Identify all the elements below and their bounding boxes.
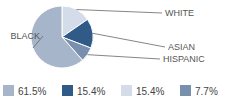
legend: 61.5% 15.4% 15.4% 7.7%: [3, 85, 218, 97]
legend-label: 7.7%: [195, 86, 218, 97]
legend-label: 15.4%: [77, 86, 105, 97]
legend-swatch: [180, 85, 191, 96]
legend-swatch: [62, 85, 73, 96]
legend-swatch: [121, 85, 132, 96]
leader-line: [76, 10, 162, 13]
slice-label: HISPANIC: [163, 54, 205, 64]
pie: [31, 6, 93, 68]
legend-label: 61.5%: [18, 86, 46, 97]
slice-labels: WHITE ASIAN HISPANIC BLACK: [10, 8, 205, 64]
slice-label: WHITE: [165, 8, 194, 18]
chart: WHITE ASIAN HISPANIC BLACK 61.5% 15.4% 15.4% 7.…: [0, 0, 240, 100]
legend-swatch: [3, 85, 14, 96]
leader-line: [87, 55, 160, 59]
legend-label: 15.4%: [136, 86, 164, 97]
slice-label: BLACK: [10, 31, 40, 41]
chart-container: WHITE ASIAN HISPANIC BLACK 61.5% 15.4% 15.4% 7.…: [0, 0, 240, 100]
leader-line: [93, 33, 165, 47]
slice-label: ASIAN: [168, 42, 195, 52]
